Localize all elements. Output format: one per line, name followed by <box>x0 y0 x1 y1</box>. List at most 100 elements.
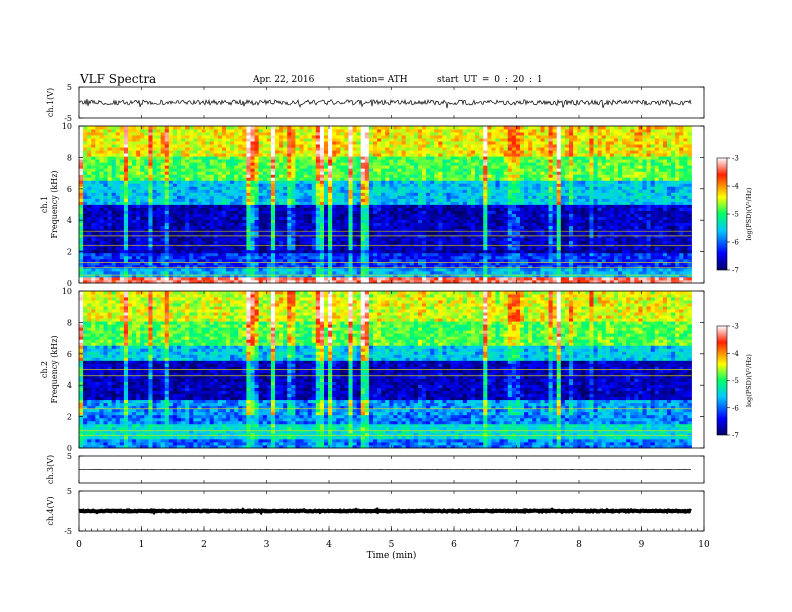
spectrogram-cell <box>111 267 117 272</box>
spectrogram-cell <box>283 276 288 281</box>
spectrogram-cell <box>148 246 153 251</box>
spectrogram-cell <box>442 126 447 130</box>
spectrogram-cell <box>209 192 215 196</box>
spectrogram-cell <box>95 267 100 272</box>
spectrogram-cell <box>193 228 198 233</box>
spectrogram-cell <box>393 219 398 224</box>
spectrogram-cell <box>270 228 276 233</box>
spectrogram-cell <box>356 255 362 260</box>
spectrogram-cell <box>226 126 231 130</box>
spectrogram-cell <box>299 150 304 154</box>
spectrogram-cell <box>177 186 182 190</box>
spectrogram-cell <box>181 174 186 178</box>
spectrogram-cell <box>373 147 378 151</box>
spectrogram-cell <box>79 174 84 178</box>
spectrogram-cell <box>172 147 178 151</box>
spectrogram-cell <box>401 210 407 214</box>
spectrogram-cell <box>279 147 284 151</box>
spectrogram-cell <box>458 129 464 133</box>
spectrogram-cell <box>144 252 149 257</box>
spectrogram-cell <box>213 258 219 263</box>
spectrogram-cell <box>364 168 370 172</box>
spectrogram-cell <box>209 165 215 169</box>
spectrogram-cell <box>107 225 113 230</box>
spectrogram-cell <box>356 270 362 275</box>
spectrogram-cell <box>295 240 300 245</box>
spectrogram-cell <box>438 177 443 181</box>
spectrogram-cell <box>348 156 353 160</box>
spectrogram-cell <box>381 279 386 284</box>
spectrogram-cell <box>426 204 431 208</box>
spectrogram-cell <box>209 246 215 251</box>
spectrogram-cell <box>144 210 149 214</box>
spectrogram-cell <box>275 279 280 284</box>
spectrogram-cell <box>287 186 292 190</box>
spectrogram-cell <box>344 210 349 214</box>
spectrogram-cell <box>123 210 129 214</box>
spectrogram-cell <box>79 186 84 190</box>
spectrogram-cell <box>352 198 358 202</box>
spectrogram-cell <box>397 252 402 257</box>
spectrogram-cell <box>177 267 182 272</box>
spectrogram-cell <box>213 267 219 272</box>
spectrogram-cell <box>319 276 325 281</box>
spectrogram-cell <box>156 129 162 133</box>
spectrogram-cell <box>324 195 329 199</box>
spectrogram-cell <box>246 180 251 184</box>
spectrogram-cell <box>156 183 162 187</box>
spectrogram-cell <box>438 144 443 148</box>
spectrogram-cell <box>454 258 460 263</box>
spectrogram-cell <box>258 207 264 211</box>
spectrogram-cell <box>226 240 231 245</box>
spectrogram-cell <box>360 264 366 269</box>
spectrogram-cell <box>230 150 235 154</box>
spectrogram-cell <box>209 207 215 211</box>
spectrogram-cell <box>287 177 292 181</box>
spectrogram-cell <box>458 144 464 148</box>
spectrogram-cell <box>172 159 178 163</box>
spectrogram-cell <box>87 156 92 160</box>
spectrogram-cell <box>115 156 121 160</box>
spectrogram-cell <box>168 219 174 224</box>
spectrogram-cell <box>83 198 88 202</box>
spectrogram-cell <box>266 177 272 181</box>
spectrogram-cell <box>397 135 402 139</box>
spectrogram-cell <box>417 207 423 211</box>
spectrogram-cell <box>270 210 276 214</box>
spectrogram-cell <box>246 144 251 148</box>
spectrogram-cell <box>368 141 374 145</box>
spectrogram-cell <box>136 144 141 148</box>
spectrogram-cell <box>438 129 443 133</box>
spectrogram-cell <box>95 261 100 266</box>
spectrogram-cell <box>111 195 117 199</box>
spectrogram-cell <box>381 150 386 154</box>
spectrogram-cell <box>434 231 439 236</box>
spectrogram-cell <box>205 264 211 269</box>
spectrogram-cell <box>144 144 149 148</box>
spectrogram-cell <box>336 159 341 163</box>
spectrogram-cell <box>332 222 337 227</box>
spectrogram-cell <box>393 147 398 151</box>
spectrogram-cell <box>160 207 166 211</box>
spectrogram-cell <box>299 147 304 151</box>
spectrogram-cell <box>381 204 386 208</box>
spectrogram-cell <box>132 234 137 239</box>
spectrogram-cell <box>287 153 292 157</box>
spectrogram-cell <box>193 267 198 272</box>
spectrogram-cell <box>466 279 472 284</box>
spectrogram-cell <box>409 156 415 160</box>
spectrogram-cell <box>405 258 411 263</box>
spectrogram-cell <box>275 138 280 142</box>
spectrogram-cell <box>250 258 255 263</box>
spectrogram-cell <box>270 246 276 251</box>
spectrogram-cell <box>315 252 321 257</box>
spectrogram-cell <box>234 225 239 230</box>
spectrogram-cell <box>136 165 141 169</box>
spectrogram-cell <box>344 144 349 148</box>
spectrogram-cell <box>450 192 456 196</box>
spectrogram-cell <box>426 225 431 230</box>
spectrogram-cell <box>401 195 407 199</box>
spectrogram-cell <box>148 177 153 181</box>
spectrogram-cell <box>291 225 296 230</box>
spectrogram-cell <box>258 195 264 199</box>
